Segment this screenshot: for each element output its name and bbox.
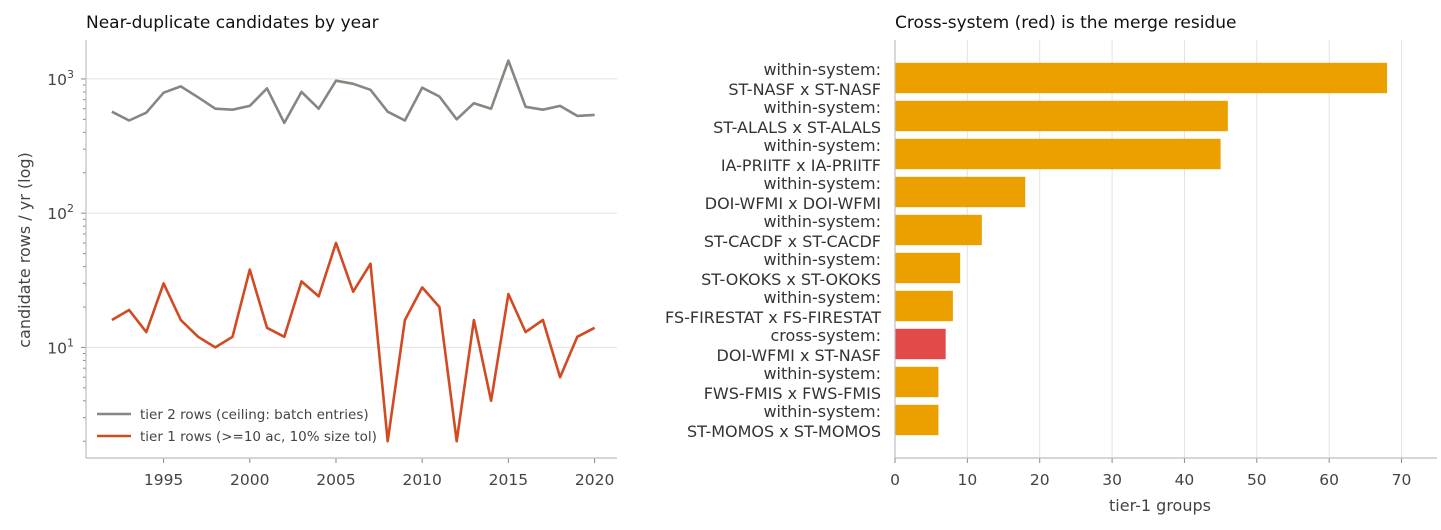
category-label-line1: within-system: <box>763 174 881 193</box>
bar-10 <box>895 404 939 436</box>
left-y-axis-ticks: 101 102 103 <box>47 68 86 442</box>
category-label-line2: DOI-WFMI x ST-NASF <box>717 346 881 365</box>
right-x-tick-label: 60 <box>1319 471 1339 489</box>
right-x-tick-label: 50 <box>1247 471 1267 489</box>
bar-3 <box>895 138 1221 170</box>
left-y-tick-label: 102 <box>47 202 74 223</box>
left-x-axis-ticks: 1995 2000 2005 2010 2015 2020 <box>144 458 614 489</box>
left-gridlines <box>86 78 617 348</box>
left-x-tick-label: 2000 <box>230 471 269 489</box>
series-line-2 <box>111 241 596 443</box>
bar-2 <box>895 100 1228 132</box>
category-label-line2: ST-NASF x ST-NASF <box>728 80 881 99</box>
category-label-line1: within-system: <box>763 288 881 307</box>
right-x-tick-label: 30 <box>1102 471 1122 489</box>
category-label-line1: cross-system: <box>771 326 882 345</box>
right-x-axis-label: tier-1 groups <box>1109 496 1211 515</box>
right-x-tick-label: 20 <box>1030 471 1050 489</box>
right-x-tick-label: 40 <box>1175 471 1195 489</box>
left-y-axis-label: candidate rows / yr (log) <box>15 152 34 348</box>
category-label-line2: ST-OKOKS x ST-OKOKS <box>701 270 881 289</box>
bar-9 <box>895 366 939 398</box>
left-x-tick-label: 2005 <box>316 471 355 489</box>
bar-6 <box>895 252 961 284</box>
bar-1 <box>895 62 1388 94</box>
bar-4 <box>895 176 1026 208</box>
left-legend: tier 2 rows (ceiling: batch entries) tier… <box>97 407 377 445</box>
bar-5 <box>895 214 982 246</box>
left-x-tick-label: 2020 <box>575 471 614 489</box>
category-label-line2: ST-MOMOS x ST-MOMOS <box>687 422 881 441</box>
right-bars <box>895 62 1388 436</box>
category-label-line1: within-system: <box>763 98 881 117</box>
category-label-line2: ST-CACDF x ST-CACDF <box>704 232 881 251</box>
left-x-tick-label: 2015 <box>489 471 528 489</box>
category-label-line1: within-system: <box>763 136 881 155</box>
right-x-axis-ticks: 0 10 20 30 40 50 60 70 <box>890 458 1411 489</box>
left-x-tick-label: 1995 <box>144 471 183 489</box>
right-x-tick-label: 70 <box>1392 471 1412 489</box>
category-label-line2: DOI-WFMI x DOI-WFMI <box>705 194 881 213</box>
legend-label-1: tier 2 rows (ceiling: batch entries) <box>140 407 369 423</box>
left-y-tick-label: 103 <box>47 68 74 89</box>
bar-8 <box>895 328 946 360</box>
category-label-line2: ST-ALALS x ST-ALALS <box>713 118 881 137</box>
category-label-line1: within-system: <box>763 250 881 269</box>
category-label-line1: within-system: <box>763 60 881 79</box>
right-chart-title: Cross-system (red) is the merge residue <box>895 13 1236 33</box>
legend-label-2: tier 1 rows (>=10 ac, 10% size tol) <box>140 429 377 445</box>
category-label-line2: FS-FIRESTAT x FS-FIRESTAT <box>665 308 881 327</box>
left-x-tick-label: 2010 <box>402 471 441 489</box>
right-category-labels: within-system:ST-NASF x ST-NASFwithin-sy… <box>665 60 881 441</box>
left-y-tick-label: 101 <box>47 336 74 357</box>
right-chart-panel: Cross-system (red) is the merge residue … <box>665 13 1437 515</box>
category-label-line2: IA-PRIITF x IA-PRIITF <box>721 156 881 175</box>
bar-7 <box>895 290 953 322</box>
series-line-1 <box>111 59 595 125</box>
category-label-line2: FWS-FMIS x FWS-FMIS <box>704 384 881 403</box>
left-series-lines <box>111 59 596 443</box>
category-label-line1: within-system: <box>763 402 881 421</box>
left-chart-title: Near-duplicate candidates by year <box>86 13 379 33</box>
right-x-tick-label: 0 <box>890 471 900 489</box>
right-x-tick-label: 10 <box>957 471 977 489</box>
category-label-line1: within-system: <box>763 364 881 383</box>
category-label-line1: within-system: <box>763 212 881 231</box>
left-chart-panel: Near-duplicate candidates by year 1995 20… <box>15 13 617 489</box>
